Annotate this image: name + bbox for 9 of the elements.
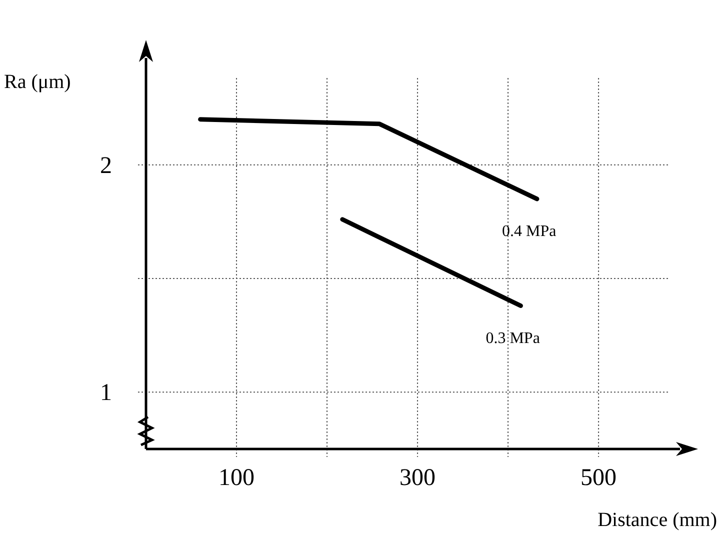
- x-tick-label: 100: [218, 465, 255, 491]
- y-tick-label: 1: [100, 380, 112, 406]
- series-label: 0.3 MPa: [486, 330, 540, 347]
- y-axis-title: Ra (μm): [4, 71, 71, 93]
- series-label: 0.4 MPa: [502, 222, 556, 240]
- y-tick-label: 2: [100, 152, 112, 179]
- x-tick-label: 500: [580, 465, 617, 491]
- x-tick-label: 300: [400, 465, 436, 491]
- x-axis-title: Distance (mm): [598, 509, 717, 531]
